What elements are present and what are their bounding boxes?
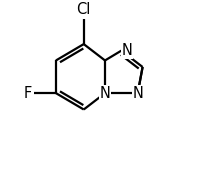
Text: Cl: Cl bbox=[77, 2, 91, 17]
Text: N: N bbox=[132, 86, 143, 101]
Text: N: N bbox=[121, 43, 132, 58]
Text: N: N bbox=[100, 86, 110, 101]
Text: F: F bbox=[24, 86, 32, 101]
